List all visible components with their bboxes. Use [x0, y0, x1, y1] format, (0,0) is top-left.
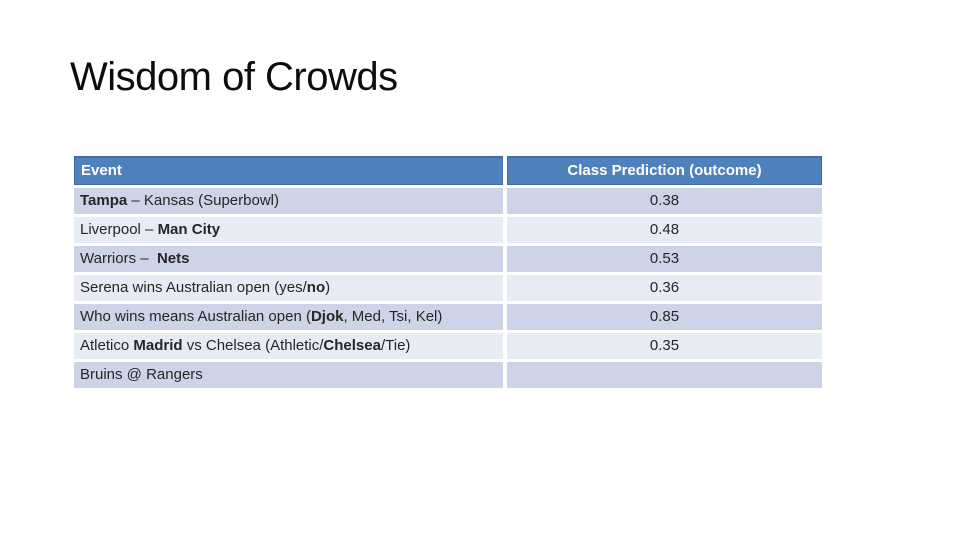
column-header-event: Event	[74, 156, 503, 185]
table-row: Warriors – Nets 0.53	[74, 246, 822, 272]
event-cell: Who wins means Australian open (Djok, Me…	[74, 304, 503, 330]
prediction-cell: 0.35	[507, 333, 822, 359]
prediction-cell: 0.85	[507, 304, 822, 330]
event-cell: Atletico Madrid vs Chelsea (Athletic/Che…	[74, 333, 503, 359]
header-row: Event Class Prediction (outcome)	[74, 156, 822, 185]
prediction-cell: 0.38	[507, 188, 822, 214]
prediction-cell: 0.48	[507, 217, 822, 243]
column-header-class-prediction: Class Prediction (outcome)	[507, 156, 822, 185]
page-title: Wisdom of Crowds	[70, 55, 398, 99]
prediction-cell	[507, 362, 822, 388]
table-row: Who wins means Australian open (Djok, Me…	[74, 304, 822, 330]
event-cell: Warriors – Nets	[74, 246, 503, 272]
table-header: Event Class Prediction (outcome)	[74, 156, 822, 185]
prediction-cell: 0.53	[507, 246, 822, 272]
table-row: Bruins @ Rangers	[74, 362, 822, 388]
event-cell: Liverpool – Man City	[74, 217, 503, 243]
event-cell: Tampa – Kansas (Superbowl)	[74, 188, 503, 214]
table-row: Atletico Madrid vs Chelsea (Athletic/Che…	[74, 333, 822, 359]
event-cell: Bruins @ Rangers	[74, 362, 503, 388]
table-row: Tampa – Kansas (Superbowl) 0.38	[74, 188, 822, 214]
table-row: Serena wins Australian open (yes/no) 0.36	[74, 275, 822, 301]
event-cell: Serena wins Australian open (yes/no)	[74, 275, 503, 301]
prediction-table: Event Class Prediction (outcome) Tampa –…	[70, 153, 826, 391]
table-body: Tampa – Kansas (Superbowl) 0.38 Liverpool …	[74, 188, 822, 388]
prediction-cell: 0.36	[507, 275, 822, 301]
table-row: Liverpool – Man City 0.48	[74, 217, 822, 243]
